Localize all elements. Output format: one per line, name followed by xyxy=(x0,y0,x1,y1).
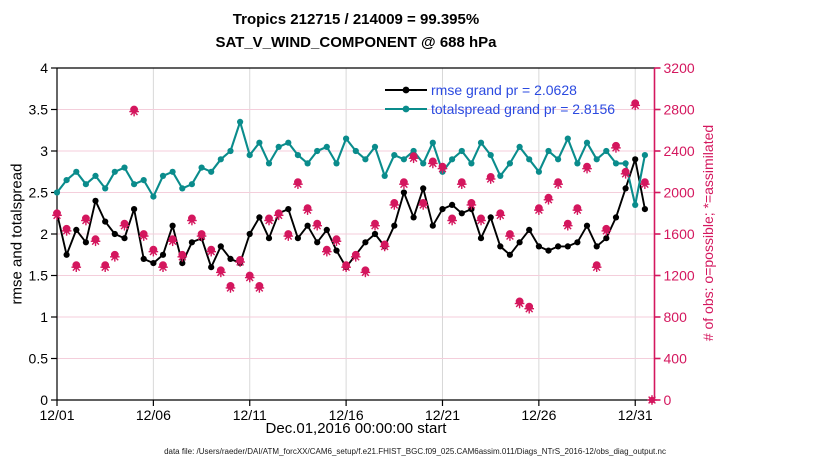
left-y-axis-label: rmse and totalspread xyxy=(8,163,26,305)
legend-sample-rmse-line-icon xyxy=(385,86,427,93)
x-axis-label: Dec.01,2016 00:00:00 start xyxy=(265,420,447,437)
left-tick-label: 1 xyxy=(40,309,48,325)
data-file-path: data file: /Users/raeder/DAI/ATM_forcXX/… xyxy=(164,447,666,456)
right-tick-label: 800 xyxy=(664,309,688,325)
right-tick-label: 400 xyxy=(664,351,688,367)
series-rmse xyxy=(53,156,649,271)
left-tick-label: 2 xyxy=(40,226,48,242)
right-axis-ticks: 0 400 800 1200 1600 2000 2400 2800 3200 xyxy=(654,60,695,408)
legend-entry-totalspread: totalspread grand pr = 2.8156 xyxy=(384,99,615,118)
chart-title-line2: SAT_V_WIND_COMPONENT @ 688 hPa xyxy=(215,34,497,51)
right-y-axis-label: # of obs: o=possible; *=assimilated xyxy=(700,124,716,342)
right-tick-label: 2000 xyxy=(664,185,695,201)
grid-horizontal xyxy=(57,109,655,359)
right-tick-label: 1600 xyxy=(664,226,695,242)
chart-title: Tropics 212715 / 214009 = 99.395% SAT_V_… xyxy=(57,8,655,54)
right-tick-label: 1200 xyxy=(664,268,695,284)
legend-sample-totalspread-line-icon xyxy=(385,105,427,112)
legend-label-rmse: rmse grand pr = 2.0628 xyxy=(431,81,577,98)
right-tick-label: 0 xyxy=(664,392,672,408)
chart-title-line1: Tropics 212715 / 214009 = 99.395% xyxy=(232,11,480,28)
left-tick-label: 3.5 xyxy=(29,102,49,118)
right-tick-label: 3200 xyxy=(664,60,695,76)
left-tick-label: 0.5 xyxy=(29,351,49,367)
right-tick-label: 2800 xyxy=(664,102,695,118)
legend-label-totalspread: totalspread grand pr = 2.8156 xyxy=(431,100,616,117)
left-tick-label: 0 xyxy=(40,392,48,408)
left-tick-label: 2.5 xyxy=(29,185,49,201)
left-tick-label: 1.5 xyxy=(29,268,49,284)
left-axis-ticks: 0 0.5 1 1.5 2 2.5 3 3.5 4 xyxy=(29,60,57,408)
legend: rmse grand pr = 2.0628 totalspread grand… xyxy=(384,80,615,118)
obs-count-markers xyxy=(52,99,657,405)
legend-entry-rmse: rmse grand pr = 2.0628 xyxy=(384,80,615,99)
series-totalspread xyxy=(53,118,649,208)
left-tick-label: 3 xyxy=(40,143,48,159)
right-tick-label: 2400 xyxy=(664,143,695,159)
left-tick-label: 4 xyxy=(40,60,48,76)
